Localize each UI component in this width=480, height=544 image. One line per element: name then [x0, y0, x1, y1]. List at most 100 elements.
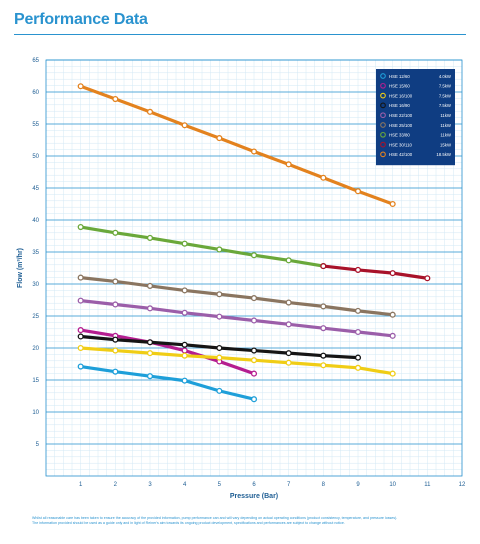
disclaimer-line-1: Whilst all reasonable care has been take… — [32, 516, 398, 520]
data-point — [77, 223, 84, 231]
data-point — [77, 333, 84, 340]
series-hse-22-100 — [77, 297, 396, 339]
series-hse-30-110 — [320, 263, 431, 282]
data-point — [112, 336, 119, 343]
series-line — [79, 276, 395, 317]
legend-power: 7.5kW — [439, 84, 452, 89]
data-point — [250, 370, 258, 377]
data-point — [112, 368, 119, 375]
legend-power: 7.5kW — [439, 103, 452, 108]
x-tick-label: 4 — [183, 482, 187, 488]
data-point — [285, 359, 292, 366]
data-point — [112, 278, 119, 285]
data-point — [181, 240, 188, 247]
y-tick-label: 15 — [32, 378, 39, 384]
x-tick-label: 11 — [424, 482, 431, 488]
y-tick-label: 20 — [32, 346, 39, 352]
data-point — [285, 257, 292, 264]
data-point — [146, 234, 154, 241]
legend-power: 11kW — [440, 123, 452, 128]
data-point — [424, 275, 431, 282]
legend-marker — [380, 141, 386, 148]
data-point — [250, 396, 258, 403]
y-tick-label: 25 — [32, 314, 39, 320]
data-point — [216, 344, 223, 352]
series-hse-25-100 — [77, 274, 396, 318]
data-point — [354, 364, 362, 371]
y-tick-label: 50 — [32, 154, 39, 160]
legend-power: 4.0kW — [439, 74, 452, 79]
x-axis-label: Pressure (Bar) — [230, 493, 278, 500]
legend-box — [376, 69, 455, 166]
legend-power: 18.5kW — [436, 152, 452, 157]
legend-power: 11kW — [440, 113, 452, 118]
data-point — [354, 328, 362, 336]
data-point — [389, 370, 396, 377]
plot-frame — [45, 59, 463, 477]
legend-label: HSE 15/60 — [389, 84, 410, 89]
data-point — [216, 387, 223, 394]
series-line — [79, 299, 395, 338]
data-point — [320, 352, 327, 359]
y-tick-label: 40 — [32, 218, 39, 224]
legend-label: HSE 30/110 — [389, 142, 412, 147]
data-point — [389, 311, 396, 318]
data-point — [77, 327, 84, 334]
page-title: Performance Data — [14, 11, 148, 28]
data-point — [216, 135, 223, 142]
data-point — [285, 350, 292, 357]
data-point — [181, 122, 188, 129]
data-point — [354, 266, 362, 273]
data-point — [250, 148, 258, 155]
data-point — [216, 313, 223, 320]
data-point — [77, 363, 84, 370]
data-point — [181, 341, 188, 348]
data-point — [320, 362, 327, 369]
legend-marker — [380, 92, 386, 99]
series-hse-42-100 — [77, 83, 396, 208]
series-line — [79, 84, 395, 206]
legend-marker — [380, 122, 386, 128]
legend-label: HSE 16/90 — [389, 103, 410, 108]
data-point — [354, 354, 362, 361]
data-point — [389, 270, 396, 277]
data-point — [285, 161, 292, 168]
data-point — [285, 321, 292, 328]
series-line — [79, 364, 256, 401]
series-line — [79, 346, 395, 376]
data-point — [181, 352, 188, 359]
legend-label: HSE 22/100 — [389, 113, 413, 118]
data-point — [389, 200, 396, 208]
y-tick-label: 5 — [36, 442, 40, 448]
data-point — [216, 291, 223, 298]
data-point — [77, 274, 84, 281]
data-point — [250, 317, 258, 324]
y-tick-label: 65 — [32, 58, 39, 64]
data-point — [216, 246, 223, 253]
data-point — [112, 95, 119, 103]
x-tick-label: 10 — [389, 482, 396, 488]
y-tick-label: 10 — [32, 410, 39, 416]
legend-label: HSE 42/100 — [389, 152, 413, 157]
disclaimer-line-2: The information provided should be used … — [32, 521, 345, 525]
data-point — [146, 339, 154, 346]
series-line — [79, 328, 256, 376]
legend-power: 15kW — [440, 142, 452, 147]
disclaimer: Whilst all reasonable care has been take… — [32, 516, 452, 526]
legend-power: 7.5kW — [439, 93, 452, 98]
x-tick-label: 7 — [287, 482, 291, 488]
title-divider — [14, 34, 466, 35]
data-point — [181, 309, 188, 316]
data-point — [146, 350, 154, 357]
data-point — [216, 354, 223, 361]
x-tick-label: 3 — [148, 482, 152, 488]
y-axis-label: Flow (m³/hr) — [17, 248, 24, 288]
legend-power: 11kW — [440, 133, 452, 138]
legend-label: HSE 12/60 — [389, 74, 410, 79]
data-point — [320, 263, 327, 270]
data-point — [112, 301, 119, 308]
x-tick-label: 5 — [218, 482, 222, 488]
x-tick-label: 2 — [114, 482, 118, 488]
data-point — [77, 344, 84, 352]
